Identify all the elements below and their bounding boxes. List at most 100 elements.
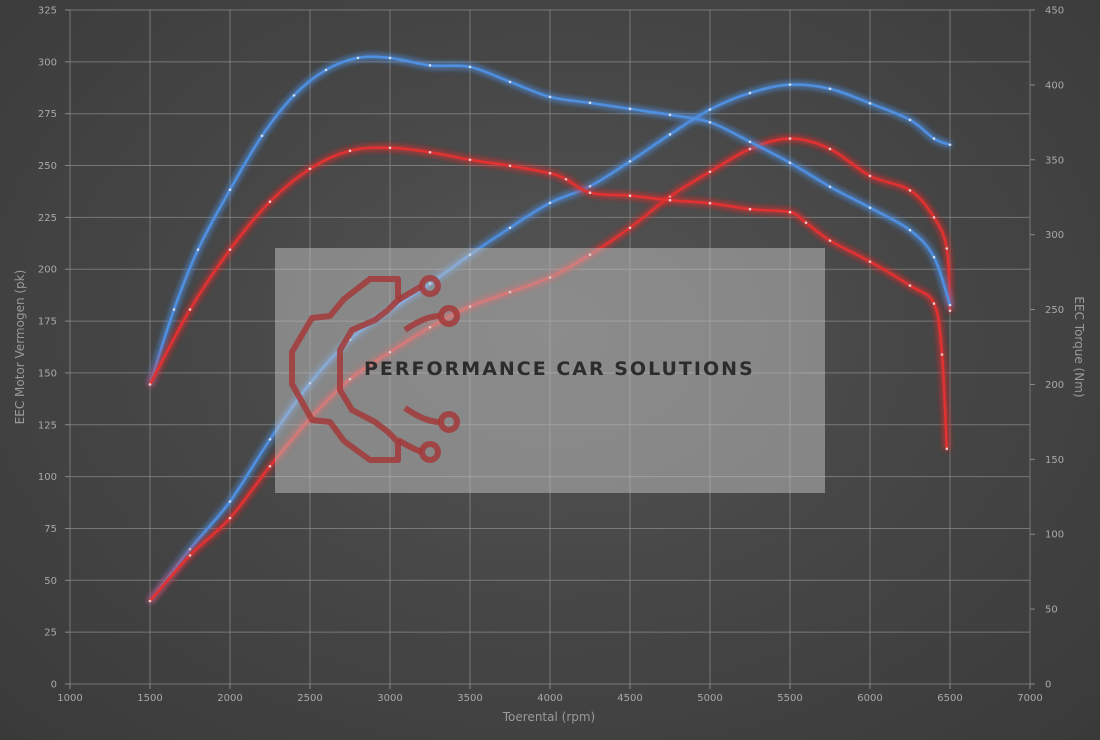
watermark-text: PERFORMANCE CAR SOLUTIONS	[364, 358, 755, 380]
left-tick-label: 200	[38, 265, 57, 276]
right-tick-label: 50	[1045, 605, 1058, 616]
series-point	[628, 160, 632, 163]
series-point	[668, 113, 672, 117]
x-tick-label: 5500	[777, 693, 802, 704]
x-tick-label: 3500	[457, 693, 482, 704]
series-point	[748, 207, 752, 211]
series-point	[708, 121, 712, 124]
series-point	[788, 83, 792, 86]
x-tick-label: 2500	[297, 693, 322, 704]
series-point	[628, 194, 632, 198]
series-point	[668, 133, 672, 136]
series-point	[188, 554, 192, 557]
series-point	[348, 377, 352, 381]
series-point	[868, 174, 872, 178]
series-point	[268, 464, 272, 468]
series-point	[356, 56, 360, 60]
series-point	[588, 191, 592, 195]
series-point	[668, 195, 672, 198]
series-point	[804, 221, 808, 224]
series-4	[148, 146, 949, 451]
series-point	[348, 149, 352, 153]
series-point	[945, 247, 949, 250]
series-point	[148, 383, 152, 386]
left-tick-label: 325	[38, 6, 57, 17]
series-point	[188, 308, 192, 311]
series-point	[868, 102, 872, 105]
series-point	[388, 146, 392, 150]
series-point	[228, 516, 232, 520]
x-tick-label: 4500	[617, 693, 642, 704]
series-point	[260, 134, 264, 138]
series-point	[468, 65, 472, 69]
x-tick-label: 5000	[697, 693, 722, 704]
series-point	[548, 276, 552, 279]
left-tick-label: 50	[44, 576, 57, 587]
series-point	[564, 177, 568, 181]
series-point	[548, 95, 552, 99]
series-point	[628, 107, 632, 111]
series-point	[788, 210, 792, 214]
series-point	[228, 500, 232, 503]
series-point	[708, 201, 712, 205]
series-point	[708, 108, 712, 111]
x-tick-label: 3000	[377, 693, 402, 704]
left-tick-label: 0	[51, 680, 57, 691]
series-point	[308, 381, 312, 385]
series-point	[932, 302, 936, 305]
series-point	[748, 140, 752, 144]
left-axis-ticks: 0 25 50 75 100 125 150 175 200 225 250 275 300 325	[38, 6, 57, 691]
series-point	[548, 171, 552, 175]
x-axis-ticks: 1000 1500 2000 2500 3000 3500 4000 4500 5000 5500…	[57, 693, 1042, 704]
series-point	[668, 198, 672, 202]
x-tick-label: 1500	[137, 693, 162, 704]
series-point	[508, 164, 512, 168]
left-tick-label: 100	[38, 472, 57, 483]
right-tick-label: 350	[1045, 155, 1064, 166]
series-point	[588, 184, 592, 188]
series-point	[428, 325, 432, 329]
series-1	[148, 83, 952, 603]
series-point	[388, 56, 392, 60]
series-point	[228, 248, 232, 251]
series-point	[948, 143, 952, 147]
series-point	[268, 437, 272, 441]
series-point	[948, 309, 952, 313]
series-point	[292, 94, 296, 97]
series-point	[908, 118, 912, 122]
x-tick-label: 4000	[537, 693, 562, 704]
series-point	[708, 170, 712, 174]
left-tick-label: 275	[38, 109, 57, 120]
series-point	[268, 200, 272, 204]
series-point	[940, 353, 944, 356]
series-point	[228, 188, 232, 192]
right-axis-title: EEC Torque (Nm)	[1072, 296, 1086, 397]
left-tick-label: 225	[38, 213, 57, 224]
series-point	[388, 350, 392, 354]
series-point	[932, 216, 936, 219]
left-tick-label: 25	[44, 628, 57, 639]
series-point	[748, 91, 752, 95]
series-point	[868, 260, 872, 263]
x-tick-label: 6500	[937, 693, 962, 704]
series-point	[828, 87, 832, 91]
series-point	[828, 147, 832, 151]
series-point	[908, 228, 912, 232]
series-point	[908, 284, 912, 287]
series-layer	[148, 55, 952, 603]
x-tick-label: 7000	[1017, 693, 1042, 704]
series-2	[148, 137, 952, 603]
series-point	[868, 206, 872, 210]
series-point	[945, 447, 949, 451]
watermark-panel	[275, 248, 825, 493]
left-tick-label: 75	[44, 524, 57, 535]
series-point	[932, 255, 936, 259]
series-point	[172, 308, 176, 311]
right-tick-label: 300	[1045, 230, 1064, 241]
watermark: PERFORMANCE CAR SOLUTIONS	[275, 248, 825, 493]
right-axis-ticks: 0 50 100 150 200 250 300 350 400 450	[1045, 6, 1064, 691]
series-point	[188, 547, 192, 551]
series-point	[828, 185, 832, 189]
series-point	[468, 305, 472, 308]
